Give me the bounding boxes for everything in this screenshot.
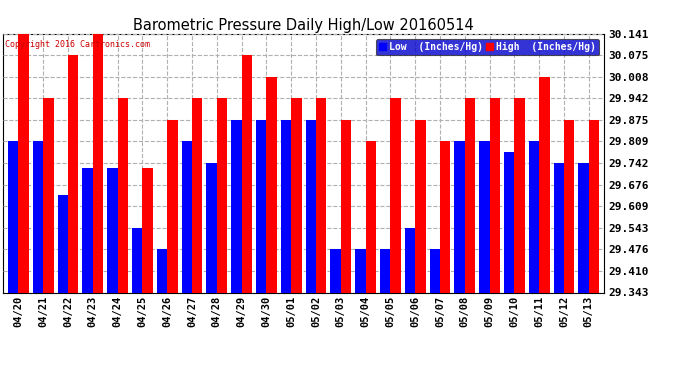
- Bar: [490, 98, 500, 292]
- Bar: [405, 228, 415, 292]
- Bar: [192, 98, 202, 292]
- Bar: [366, 141, 376, 292]
- Bar: [316, 98, 326, 292]
- Bar: [553, 163, 564, 292]
- Bar: [157, 249, 167, 292]
- Bar: [181, 141, 192, 292]
- Bar: [8, 141, 19, 292]
- Bar: [430, 249, 440, 292]
- Bar: [578, 163, 589, 292]
- Text: Copyright 2016 Cartronics.com: Copyright 2016 Cartronics.com: [6, 40, 150, 49]
- Bar: [32, 141, 43, 292]
- Bar: [256, 120, 266, 292]
- Bar: [515, 98, 525, 292]
- Bar: [43, 98, 54, 292]
- Bar: [291, 98, 302, 292]
- Bar: [480, 141, 490, 292]
- Legend: Low  (Inches/Hg), High  (Inches/Hg): Low (Inches/Hg), High (Inches/Hg): [376, 39, 599, 56]
- Bar: [68, 55, 79, 292]
- Bar: [529, 141, 540, 292]
- Bar: [266, 77, 277, 292]
- Bar: [540, 77, 550, 292]
- Bar: [206, 163, 217, 292]
- Bar: [19, 34, 29, 292]
- Bar: [564, 120, 575, 292]
- Bar: [355, 249, 366, 292]
- Bar: [504, 152, 515, 292]
- Bar: [142, 168, 152, 292]
- Bar: [380, 249, 391, 292]
- Bar: [241, 55, 252, 292]
- Bar: [455, 141, 465, 292]
- Bar: [107, 168, 117, 292]
- Bar: [217, 98, 227, 292]
- Bar: [589, 120, 600, 292]
- Title: Barometric Pressure Daily High/Low 20160514: Barometric Pressure Daily High/Low 20160…: [133, 18, 474, 33]
- Bar: [92, 34, 104, 292]
- Bar: [465, 98, 475, 292]
- Bar: [132, 228, 142, 292]
- Bar: [281, 120, 291, 292]
- Bar: [415, 120, 426, 292]
- Bar: [440, 141, 451, 292]
- Bar: [167, 120, 177, 292]
- Bar: [391, 98, 401, 292]
- Bar: [341, 120, 351, 292]
- Bar: [306, 120, 316, 292]
- Bar: [57, 195, 68, 292]
- Bar: [231, 120, 241, 292]
- Bar: [117, 98, 128, 292]
- Bar: [331, 249, 341, 292]
- Bar: [82, 168, 92, 292]
